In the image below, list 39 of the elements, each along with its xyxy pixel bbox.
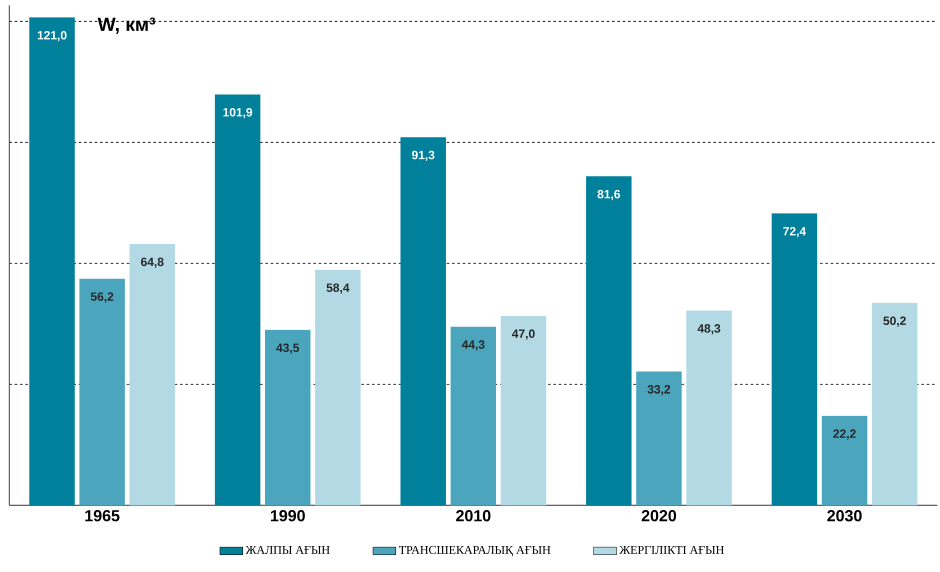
bar	[636, 371, 682, 506]
data-label: 22,2	[833, 429, 856, 440]
bar	[315, 270, 361, 506]
bar	[500, 316, 546, 506]
x-tick-label: 1990	[270, 510, 305, 522]
data-label: 91,3	[412, 150, 434, 162]
bar	[400, 137, 446, 506]
data-label: 44,3	[462, 340, 485, 351]
legend-label: ЖАЛПЫ АҒЫН	[246, 546, 330, 554]
x-tick-label: 1965	[85, 510, 120, 522]
data-label: 43,5	[276, 344, 300, 354]
bar	[79, 278, 125, 506]
data-label: 64,8	[141, 258, 164, 268]
x-tick-label: 2010	[456, 510, 490, 522]
data-label: 48,3	[698, 324, 720, 334]
data-label: 56,2	[90, 292, 114, 303]
bar	[686, 310, 732, 506]
x-tick-label: 2030	[827, 510, 862, 522]
legend-label: ТРАНСШЕКАРАЛЫҚ АҒЫН	[398, 546, 550, 556]
data-label: 58,4	[326, 283, 350, 294]
bar	[772, 213, 818, 506]
bar	[130, 244, 175, 506]
data-label: 47,0	[512, 329, 535, 340]
bar	[872, 302, 918, 506]
data-label: 72,4	[783, 226, 806, 238]
data-label: 81,6	[598, 190, 620, 200]
data-label: 50,2	[883, 316, 906, 327]
bar	[214, 94, 260, 506]
y-axis-title: W, км³	[98, 18, 156, 34]
bar	[822, 416, 868, 506]
bar	[586, 176, 632, 506]
bar	[450, 326, 496, 506]
bar	[265, 330, 310, 506]
bar	[29, 17, 75, 506]
data-label: 33,2	[648, 385, 670, 396]
legend-label: ЖЕРГІЛІКТІ АҒЫН	[619, 546, 724, 554]
data-label: 101,9	[223, 108, 252, 118]
x-tick-label: 2020	[642, 510, 676, 522]
data-label: 121,0	[38, 31, 67, 42]
